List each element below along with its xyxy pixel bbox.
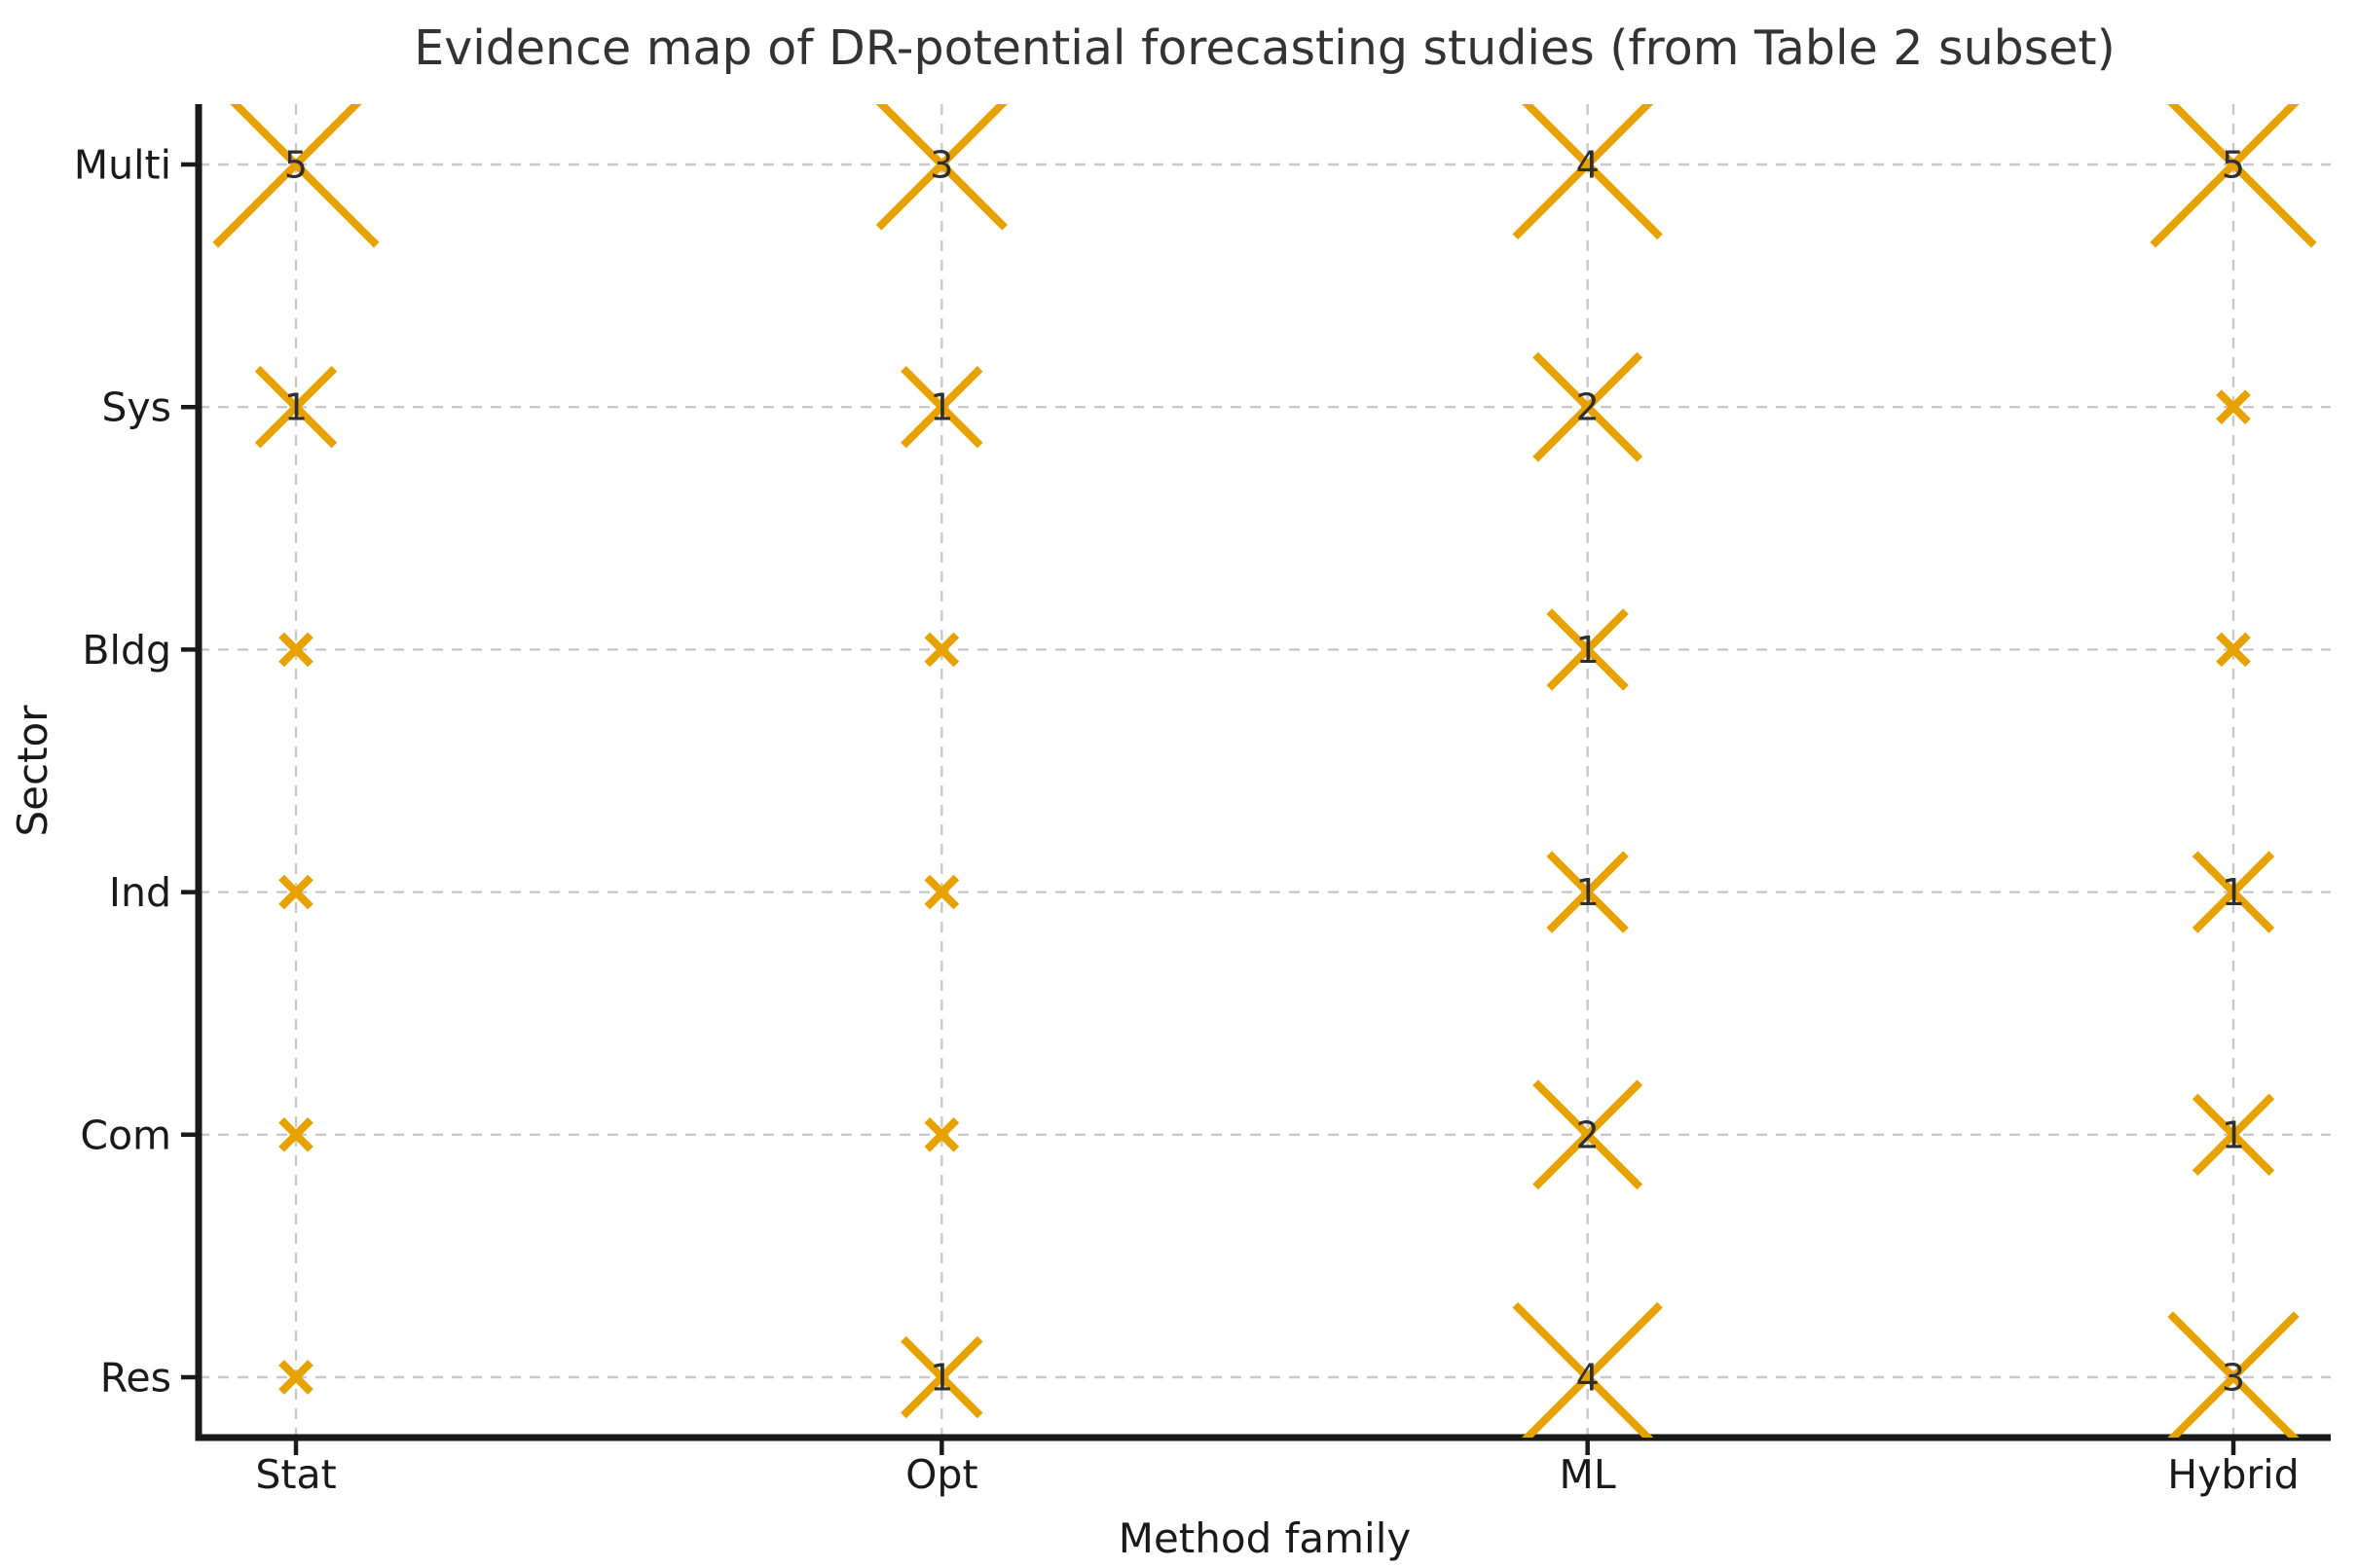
x-marker-stroke — [254, 366, 338, 449]
study-count-marker — [2150, 104, 2317, 248]
y-axis-label: Sector — [9, 705, 56, 837]
x-marker-stroke — [924, 874, 960, 910]
study-count-marker — [901, 1335, 983, 1419]
y-tick-label: Sys — [101, 384, 171, 431]
x-marker-stroke — [924, 632, 960, 668]
study-count-marker — [2192, 1093, 2275, 1176]
x-marker-stroke — [278, 1116, 313, 1152]
x-tick-label: ML — [1560, 1451, 1616, 1498]
count-label: 5 — [284, 144, 308, 187]
x-marker-stroke — [2216, 632, 2251, 668]
study-count-marker — [2167, 1311, 2300, 1438]
x-tick-label: Stat — [255, 1451, 336, 1498]
x-axis-label: Method family — [1119, 1514, 1412, 1562]
x-tick-label: Hybrid — [2167, 1451, 2299, 1498]
study-count-marker — [1512, 104, 1663, 240]
count-label: 1 — [1576, 629, 1600, 672]
count-label: 1 — [2222, 871, 2245, 914]
count-label: 2 — [1576, 386, 1600, 429]
study-count-marker — [2216, 389, 2251, 425]
study-count-marker — [278, 1360, 313, 1395]
study-count-marker — [924, 874, 960, 910]
study-count-marker — [278, 1116, 313, 1152]
count-label: 5 — [2222, 144, 2245, 187]
study-count-marker — [1512, 1301, 1663, 1438]
axis-layer — [181, 104, 2331, 1455]
y-tick-label: Com — [80, 1112, 171, 1158]
x-marker-stroke — [2192, 851, 2275, 933]
count-label: 1 — [1576, 871, 1600, 914]
count-label: 1 — [2222, 1113, 2245, 1156]
x-marker-stroke — [924, 1116, 960, 1152]
x-marker-stroke — [2192, 1093, 2275, 1176]
x-marker-stroke — [875, 104, 1008, 231]
study-count-marker — [254, 366, 338, 449]
count-label: 4 — [1576, 144, 1600, 187]
chart-title: Evidence map of DR-potential forecasting… — [414, 20, 2116, 76]
y-tick-label: Bldg — [82, 627, 171, 674]
x-marker-stroke — [278, 632, 313, 668]
marker-layer — [212, 104, 2317, 1438]
x-marker-stroke — [2216, 389, 2251, 425]
count-label: 1 — [284, 386, 308, 429]
x-marker-stroke — [1522, 1301, 1663, 1438]
x-marker-stroke — [1546, 851, 1629, 933]
study-count-marker — [901, 366, 983, 449]
count-label: 3 — [2222, 1357, 2245, 1400]
study-count-marker — [924, 1116, 960, 1152]
y-tick-label: Multi — [74, 142, 171, 189]
x-marker-stroke — [1532, 351, 1643, 462]
x-marker-stroke — [2150, 104, 2300, 248]
count-label: 1 — [930, 386, 953, 429]
x-marker-stroke — [278, 1360, 313, 1395]
study-count-marker — [924, 632, 960, 668]
study-count-marker — [1546, 851, 1629, 933]
x-marker-stroke — [1532, 1079, 1643, 1190]
study-count-marker — [1532, 1079, 1643, 1190]
x-marker-stroke — [901, 366, 983, 449]
grid-layer — [199, 104, 2331, 1438]
study-count-marker — [2192, 851, 2275, 933]
count-label: 3 — [930, 144, 953, 187]
x-marker-stroke — [2167, 1311, 2300, 1438]
study-count-marker — [2216, 632, 2251, 668]
tick-label-layer: Multi Sys Bldg Ind Com Res Stat Opt ML Hybrid — [74, 142, 2300, 1499]
study-count-marker — [1546, 608, 1629, 691]
y-tick-label: Res — [100, 1355, 171, 1402]
x-tick-label: Opt — [905, 1451, 977, 1498]
x-marker-stroke — [1512, 104, 1654, 240]
study-count-marker — [278, 874, 313, 910]
study-count-marker — [875, 104, 1008, 231]
x-marker-stroke — [1546, 608, 1629, 691]
x-marker-stroke — [901, 1335, 983, 1419]
study-count-marker — [278, 632, 313, 668]
count-label: 2 — [1576, 1113, 1600, 1156]
count-label: 4 — [1576, 1357, 1600, 1400]
study-count-marker — [212, 104, 380, 248]
x-marker-stroke — [212, 104, 362, 248]
y-tick-label: Ind — [109, 869, 171, 916]
x-marker-stroke — [278, 874, 313, 910]
count-label: 1 — [930, 1357, 953, 1400]
count-label-layer: 5 3 4 5 1 1 2 1 1 1 2 1 1 4 3 — [284, 144, 2245, 1400]
study-count-marker — [1532, 351, 1643, 462]
